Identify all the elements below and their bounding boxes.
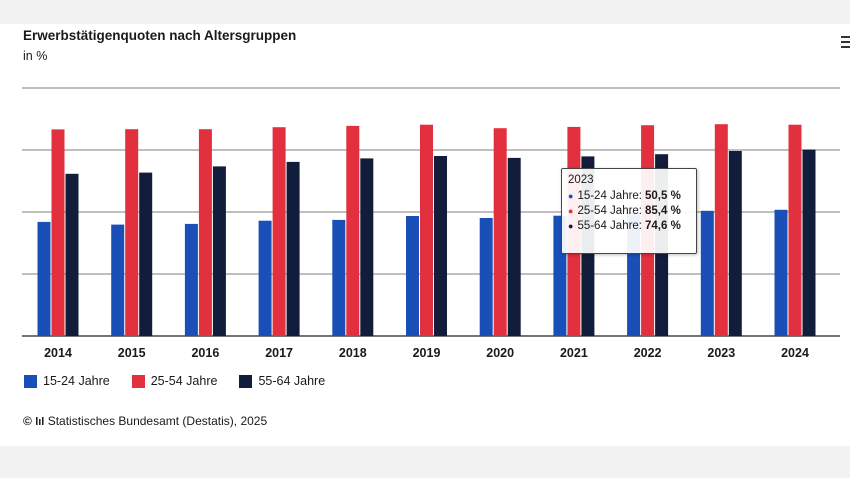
bar-2019-55-64-Jahre[interactable] (434, 156, 447, 336)
bar-2015-15-24-Jahre[interactable] (111, 224, 125, 336)
bar-2017-55-64-Jahre[interactable] (286, 161, 300, 336)
legend-swatch-55-64 (239, 374, 253, 388)
x-tick-label-2016: 2016 (191, 346, 219, 360)
hamburger-menu-icon[interactable] (841, 36, 850, 48)
legend-label-55-64: 55-64 Jahre (258, 374, 326, 388)
bar-2019-15-24-Jahre[interactable] (406, 216, 419, 336)
bar-chart: 2014 2015 2016 2017 2018 2019 2020 2021 2022 2023… (22, 87, 840, 360)
bar-2015-55-64-Jahre[interactable] (139, 172, 153, 336)
bottom-band (0, 446, 850, 478)
bar-2018-55-64-Jahre[interactable] (360, 158, 374, 336)
legend-label-15-24: 15-24 Jahre (43, 374, 110, 388)
tooltip-row-15-24: ● 15-24 Jahre: 50,5 % (568, 190, 690, 202)
unit-label: in % (23, 49, 48, 63)
bar-2019-25-54-Jahre[interactable] (420, 124, 433, 336)
x-tick-label-2023: 2023 (707, 346, 735, 360)
bar-2016-15-24-Jahre[interactable] (184, 223, 198, 336)
tooltip-dot-15-24: ● (568, 191, 574, 201)
bar-2016-25-54-Jahre[interactable] (198, 129, 212, 336)
bar-2014-55-64-Jahre[interactable] (65, 173, 79, 336)
x-tick-label-2014: 2014 (44, 346, 72, 360)
tooltip-year: 2023 (568, 174, 594, 186)
tooltip-dot-25-54: ● (568, 206, 574, 216)
chart-legend: 15-24 Jahre 25-54 Jahre 55-64 Jahre (24, 374, 347, 388)
bar-2020-55-64-Jahre[interactable] (507, 157, 521, 336)
bar-2018-15-24-Jahre[interactable] (332, 219, 346, 336)
bar-2020-15-24-Jahre[interactable] (479, 218, 493, 336)
tooltip-label-25-54: 25-54 Jahre: (577, 205, 643, 217)
legend-swatch-15-24 (24, 374, 37, 388)
tooltip-row-55-64: ● 55-64 Jahre: 74,6 % (568, 220, 690, 232)
bar-2023-25-54-Jahre[interactable] (714, 124, 728, 336)
bar-2014-15-24-Jahre[interactable] (37, 221, 51, 336)
legend-item-55-64[interactable]: 55-64 Jahre (239, 374, 325, 388)
tooltip-value-55-64: 74,6 % (645, 220, 681, 232)
source-credit[interactable]: © lıl Statistisches Bundesamt (Destatis)… (23, 414, 267, 428)
copyright-mark: © (23, 414, 32, 428)
bar-2023-15-24-Jahre[interactable] (700, 210, 714, 336)
bar-2020-25-54-Jahre[interactable] (493, 128, 507, 336)
bar-2017-25-54-Jahre[interactable] (272, 127, 286, 336)
tooltip-dot-55-64: ● (568, 221, 574, 231)
tooltip-label-55-64: 55-64 Jahre: (577, 220, 643, 232)
bar-2024-25-54-Jahre[interactable] (788, 124, 802, 336)
x-tick-label-2022: 2022 (634, 346, 662, 360)
chart-tooltip: 2023 ● 15-24 Jahre: 50,5 % ● 25-54 Jahre… (561, 168, 697, 254)
destatis-logo-icon: lıl (35, 416, 45, 428)
tooltip-value-25-54: 85,4 % (645, 205, 681, 217)
x-tick-label-2015: 2015 (118, 346, 146, 360)
bar-2015-25-54-Jahre[interactable] (125, 129, 139, 336)
x-tick-label-2017: 2017 (265, 346, 293, 360)
legend-item-15-24[interactable]: 15-24 Jahre (24, 374, 110, 388)
x-tick-label-2019: 2019 (413, 346, 441, 360)
bar-2016-55-64-Jahre[interactable] (212, 166, 226, 336)
top-band (0, 0, 850, 24)
bar-2023-55-64-Jahre[interactable] (728, 151, 742, 336)
x-tick-label-2020: 2020 (486, 346, 514, 360)
x-tick-label-2024: 2024 (781, 346, 809, 360)
legend-label-25-54: 25-54 Jahre (150, 374, 218, 388)
x-tick-label-2021: 2021 (560, 346, 588, 360)
x-tick-label-2018: 2018 (339, 346, 367, 360)
bar-2024-15-24-Jahre[interactable] (774, 209, 788, 336)
tooltip-label-15-24: 15-24 Jahre: (577, 190, 643, 202)
bar-2018-25-54-Jahre[interactable] (346, 125, 360, 337)
bar-2017-15-24-Jahre[interactable] (258, 220, 272, 336)
tooltip-value-15-24: 50,5 % (645, 190, 681, 202)
bar-2024-55-64-Jahre[interactable] (802, 149, 816, 337)
tooltip-row-25-54: ● 25-54 Jahre: 85,4 % (568, 205, 690, 217)
legend-item-25-54[interactable]: 25-54 Jahre (131, 374, 218, 388)
bar-2014-25-54-Jahre[interactable] (51, 129, 65, 336)
chart-title: Erwerbstätigenquoten nach Altersgruppen (23, 28, 297, 43)
source-text: Statistisches Bundesamt (Destatis), 2025 (47, 414, 268, 428)
legend-swatch-25-54 (131, 374, 145, 388)
